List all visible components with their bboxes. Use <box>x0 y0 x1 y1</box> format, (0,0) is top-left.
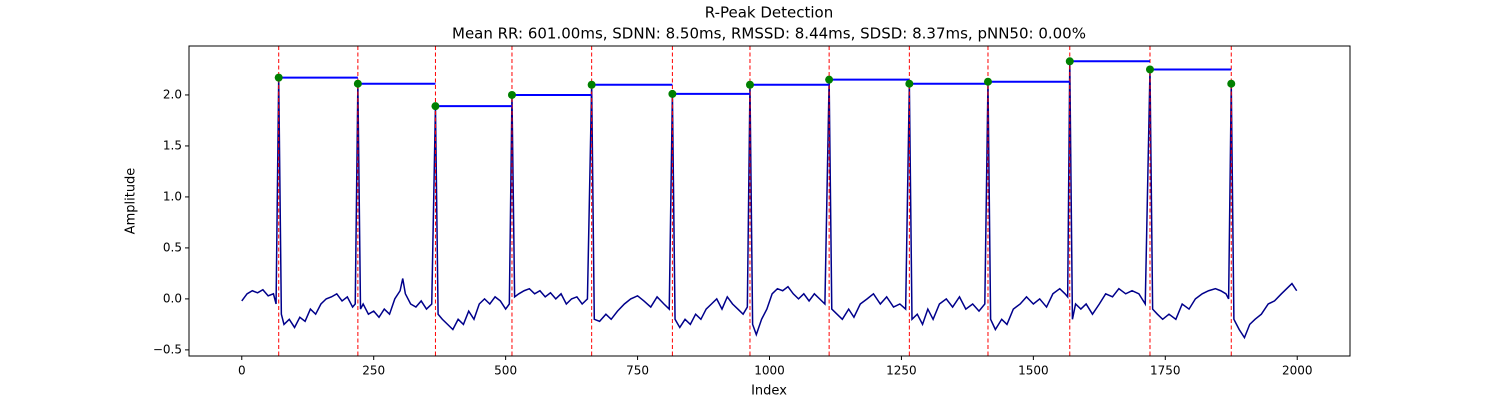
peak-point <box>905 79 914 88</box>
x-tick-label: 1000 <box>754 364 785 378</box>
peak-point <box>1145 65 1154 74</box>
x-tick-label: 500 <box>494 364 517 378</box>
x-tick-label: 1500 <box>1018 364 1049 378</box>
x-tick-label: 0 <box>238 364 246 378</box>
y-tick-label: 0.5 <box>163 240 182 254</box>
y-axis-label: Amplitude <box>124 168 139 235</box>
chart-subtitle: Mean RR: 601.00ms, SDNN: 8.50ms, RMSSD: … <box>452 25 1086 43</box>
peak-point <box>431 102 440 111</box>
peak-point <box>353 79 362 88</box>
peak-point <box>587 80 596 89</box>
peak-point <box>274 73 283 82</box>
peak-point <box>745 80 754 89</box>
y-tick-label: 1.0 <box>163 189 182 203</box>
peak-point <box>1065 57 1074 66</box>
x-axis-label: Index <box>751 384 787 399</box>
signal-line <box>241 61 1298 340</box>
peak-point <box>507 90 516 99</box>
y-tick-label: 0.0 <box>163 291 182 305</box>
plot-frame <box>188 45 1351 357</box>
y-tick-label: 1.5 <box>163 138 182 152</box>
y-tick-label: −0.5 <box>153 342 182 356</box>
peak-point <box>825 75 834 84</box>
x-tick-label: 750 <box>626 364 649 378</box>
peak-point <box>1227 79 1236 88</box>
y-tick-label: 2.0 <box>163 87 182 101</box>
x-tick-label: 250 <box>362 364 385 378</box>
peak-point <box>668 89 677 98</box>
chart-title: R-Peak Detection <box>705 4 833 22</box>
x-tick-label: 1250 <box>886 364 917 378</box>
peak-point <box>983 77 992 86</box>
x-tick-label: 1750 <box>1150 364 1181 378</box>
x-tick-label: 2000 <box>1282 364 1313 378</box>
